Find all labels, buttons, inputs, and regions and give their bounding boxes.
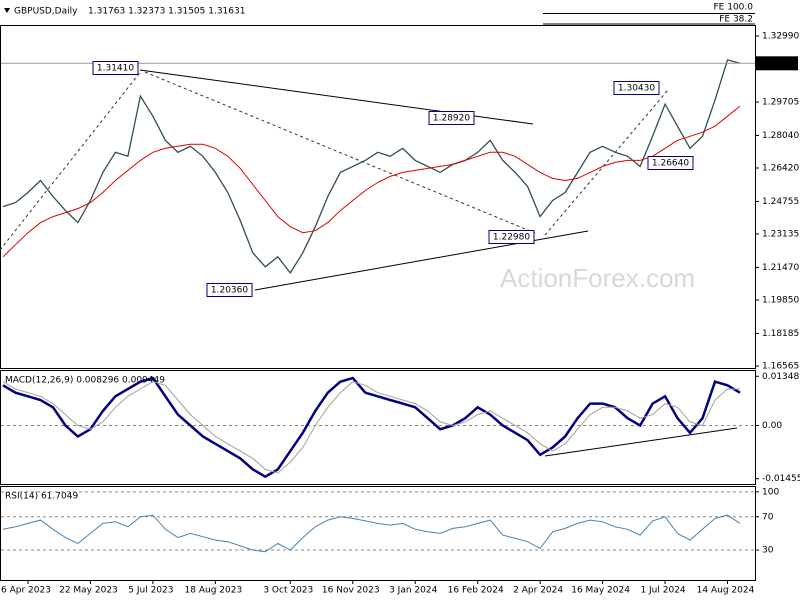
x-tick-label: 2 Apr 2024 (513, 586, 563, 596)
y-tick-label: 1.16565 (762, 361, 799, 371)
y-tick-label: 1.19850 (762, 295, 799, 305)
annotation-box (488, 230, 535, 244)
annotation-label: 1.20360 (211, 286, 248, 296)
x-tick-label: 1 Jul 2024 (640, 586, 685, 596)
chart-title: GBPUSD,Daily (14, 7, 78, 17)
x-tick-label: 16 Feb 2024 (448, 586, 504, 596)
x-tick-label: 16 May 2024 (571, 586, 630, 596)
series-line (2, 381, 740, 474)
y-tick-label: 1.29705 (762, 98, 799, 108)
rsi-panel (0, 486, 756, 581)
x-tick-label: 16 Nov 2023 (322, 586, 380, 596)
x-tick-label: 3 Oct 2023 (263, 586, 313, 596)
annotation-label: 1.26640 (652, 159, 689, 169)
annotation-box (428, 111, 475, 125)
macd-panel (0, 370, 756, 485)
y-tick-label: 0.013489 (762, 372, 800, 382)
watermark: ActionForex.com (500, 263, 695, 293)
annotation-box (647, 156, 694, 170)
annotation-label: 1.22980 (493, 233, 530, 243)
annotation-label: 1.28920 (433, 114, 470, 124)
trend-line (544, 427, 738, 457)
x-tick-label: 14 Aug 2024 (697, 586, 755, 596)
annotation-label: 1.31410 (97, 64, 134, 74)
series-line (2, 376, 741, 479)
series-line (2, 59, 741, 275)
annotation-label: 1.30430 (618, 84, 655, 94)
price-panel (0, 25, 756, 369)
y-tick-label: 1.23135 (762, 229, 799, 239)
y-tick-label: 1.26420 (762, 164, 799, 174)
last-price-box (755, 56, 798, 71)
y-tick-label: 1.18185 (762, 329, 799, 339)
x-tick-label: 6 Apr 2023 (1, 586, 51, 596)
series-line (2, 514, 741, 553)
chart-subtitle: 1.31763 1.32373 1.31505 1.31631 (88, 7, 245, 17)
rsi-title: RSI(14) 61.7049 (5, 492, 78, 502)
y-tick-label: 1.28040 (762, 131, 799, 141)
y-tick-label: 0.00 (762, 421, 782, 431)
annotation-box (92, 61, 139, 75)
series-line (2, 105, 741, 258)
y-tick-label: 1.21470 (762, 263, 799, 273)
x-tick-label: 5 Jul 2023 (128, 586, 173, 596)
y-tick-label: 1.24755 (762, 197, 799, 207)
trend-line (544, 89, 669, 236)
y-tick-label: 1.32990 (762, 32, 799, 42)
y-tick-label: 70 (762, 512, 774, 522)
annotation-box (206, 283, 253, 297)
trend-line (0, 69, 143, 251)
last-price-label: 1.31631 (759, 59, 796, 69)
macd-title: MACD(12,26,9) 0.008296 0.009449 (5, 376, 165, 386)
header-icon (4, 8, 10, 13)
fe-label: FE 100.0 (714, 3, 754, 13)
x-tick-label: 3 Jan 2024 (389, 586, 437, 596)
x-tick-label: 18 Aug 2023 (185, 586, 243, 596)
y-tick-label: -0.014554 (762, 474, 800, 484)
y-tick-label: 100 (762, 487, 779, 497)
fe-label: FE 38.2 (719, 15, 753, 25)
trend-line (144, 71, 536, 234)
y-tick-label: 30 (762, 546, 774, 556)
annotation-box (613, 81, 660, 95)
x-tick-label: 22 May 2023 (59, 586, 118, 596)
